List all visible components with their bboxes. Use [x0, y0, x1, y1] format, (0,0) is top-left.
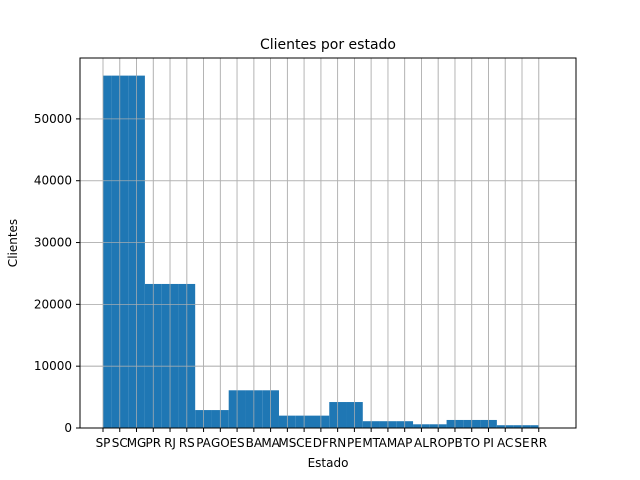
y-tick-label: 0: [64, 421, 72, 435]
x-tick-label: MS: [278, 436, 296, 450]
x-tick-label: RR: [530, 436, 547, 450]
x-tick-label: PE: [347, 436, 362, 450]
x-tick-label: AL: [414, 436, 429, 450]
bar-layer: [80, 58, 576, 429]
x-tick-label: AC: [497, 436, 513, 450]
x-tick-label: TO: [462, 436, 480, 450]
x-tick-label: RO: [429, 436, 447, 450]
x-tick-label: RN: [329, 436, 346, 450]
histogram-bar: [103, 75, 112, 428]
y-tick-label: 10000: [34, 359, 72, 373]
x-tick-label: MT: [362, 436, 380, 450]
x-tick-label: SP: [96, 436, 111, 450]
chart-title: Clientes por estado: [260, 37, 396, 53]
y-axis-label: Clientes: [6, 219, 20, 267]
x-tick-label: PI: [483, 436, 494, 450]
y-tick-label: 30000: [34, 236, 72, 250]
x-tick-label: PR: [145, 436, 161, 450]
x-tick-label: ES: [229, 436, 244, 450]
x-tick-label: MG: [127, 436, 147, 450]
x-tick-label: RS: [179, 436, 195, 450]
x-tick-label: AP: [397, 436, 412, 450]
y-tick-label: 20000: [34, 297, 72, 311]
y-tick-label: 50000: [34, 112, 72, 126]
x-tick-label: CE: [296, 436, 312, 450]
histogram-bar: [530, 425, 539, 428]
x-tick-label: BA: [246, 436, 263, 450]
x-tick-label: PB: [447, 436, 462, 450]
x-tick-label: GO: [211, 436, 230, 450]
y-tick-label: 40000: [34, 174, 72, 188]
x-tick-label: DF: [313, 436, 329, 450]
x-tick-label: AM: [379, 436, 398, 450]
x-tick-label: MA: [261, 436, 280, 450]
x-tick-label: SC: [112, 436, 128, 450]
y-axis: 0 10000 20000 30000 40000 50000: [34, 112, 80, 435]
x-tick-label: SE: [514, 436, 529, 450]
x-tick-label: RJ: [164, 436, 176, 450]
x-axis-label: Estado: [308, 456, 349, 470]
x-tick-label: PA: [196, 436, 211, 450]
